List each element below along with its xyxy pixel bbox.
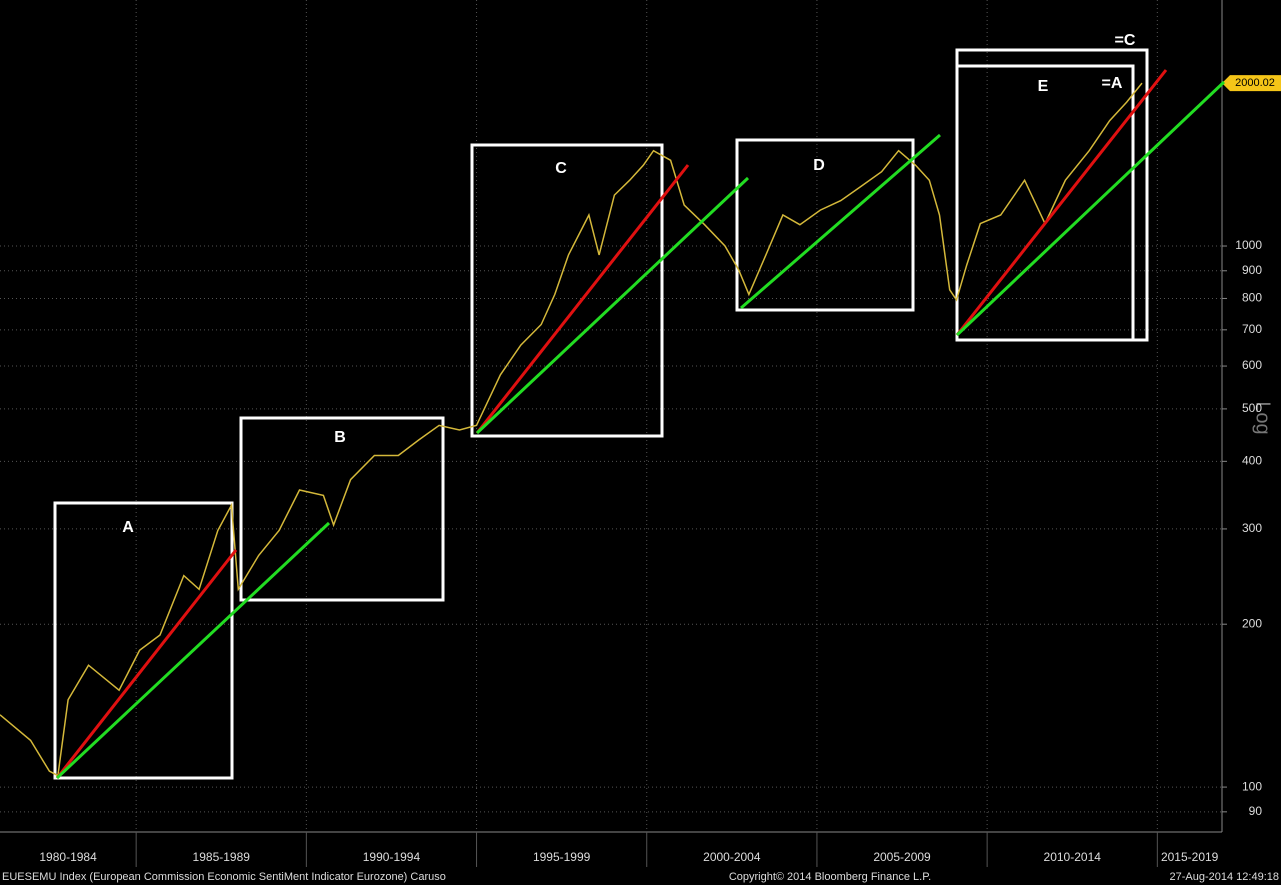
footer-left: EUESEMU Index (European Commission Econo… (2, 871, 446, 883)
y-tick-label: 600 (1242, 358, 1262, 372)
y-tick-label: 300 (1242, 521, 1262, 535)
annotation-label: C (555, 160, 567, 177)
trend-line (55, 521, 331, 780)
annotation-box (239, 416, 445, 602)
x-tick-label: 2005-2009 (873, 850, 931, 864)
x-tick-label: 1990-1994 (363, 850, 421, 864)
series-line (0, 82, 1143, 777)
footer-center: Copyright© 2014 Bloomberg Finance L.P. (729, 871, 931, 883)
x-tick-label: 1985-1989 (193, 850, 251, 864)
x-tick-label: 1995-1999 (533, 850, 591, 864)
footer-right: 27-Aug-2014 12:49:18 (1170, 871, 1279, 883)
last-value-tag (1222, 75, 1281, 92)
annotation-label: E (1038, 78, 1049, 95)
trend-line (740, 133, 941, 310)
y-tick-label: 90 (1249, 804, 1263, 818)
annotation-label: =C (1115, 32, 1136, 49)
trend-line (475, 176, 750, 435)
y-tick-label: 400 (1242, 454, 1262, 468)
y-tick-label: 1000 (1235, 238, 1262, 252)
y-tick-label: 700 (1242, 322, 1262, 336)
annotation-label: B (334, 429, 346, 446)
y-tick-label: 200 (1242, 616, 1262, 630)
trend-line (55, 549, 238, 779)
annotation-label: A (122, 519, 134, 536)
annotation-box (470, 143, 664, 438)
annotation-label: =A (1102, 75, 1123, 92)
y-tick-label: 500 (1242, 401, 1262, 415)
annotation-box (53, 501, 234, 780)
x-tick-label: 2015-2019 (1161, 850, 1219, 864)
x-tick-label: 2000-2004 (703, 850, 761, 864)
scale-label: Log (1252, 401, 1274, 434)
x-tick-label: 2010-2014 (1044, 850, 1102, 864)
y-tick-label: 100 (1242, 779, 1262, 793)
annotation-box (735, 138, 915, 312)
trend-line (475, 164, 690, 434)
annotation-box (955, 48, 1149, 342)
y-tick-label: 800 (1242, 291, 1262, 305)
y-tick-label: 900 (1242, 263, 1262, 277)
trend-line (955, 69, 1168, 336)
annotation-label: D (813, 157, 825, 174)
trend-line (955, 80, 1226, 337)
x-tick-label: 1980-1984 (39, 850, 97, 864)
last-value-label: 2000.02 (1235, 77, 1275, 89)
